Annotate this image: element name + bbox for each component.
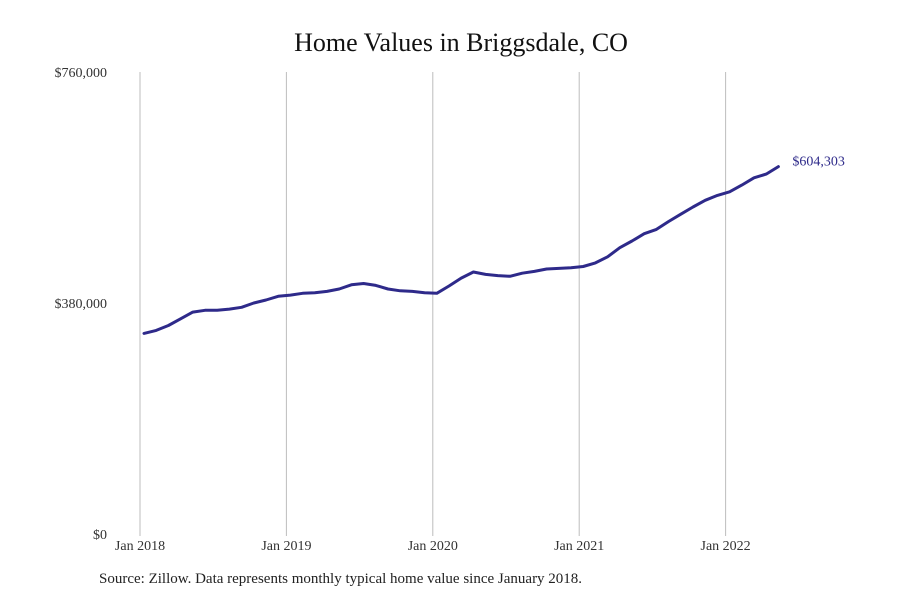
y-tick-label: $0 [93,528,107,543]
y-tick-label: $760,000 [55,66,108,81]
home-value-series-line [142,165,780,335]
latest-value-label: $604,303 [792,155,845,170]
source-note: Source: Zillow. Data represents monthly … [99,571,583,587]
x-tick-label: Jan 2019 [261,539,311,554]
x-axis-tick-labels: Jan 2018 Jan 2019 Jan 2020 Jan 2021 Jan 2022 [115,539,751,554]
x-tick-label: Jan 2022 [701,539,751,554]
chart-title: Home Values in Briggsdale, CO [294,28,628,57]
y-axis-tick-labels: $0 $380,000 $760,000 [55,66,108,543]
x-tick-label: Jan 2018 [115,539,165,554]
x-gridlines [139,72,727,536]
x-tick-label: Jan 2021 [554,539,604,554]
x-tick-label: Jan 2020 [408,539,458,554]
y-tick-label: $380,000 [55,297,108,312]
